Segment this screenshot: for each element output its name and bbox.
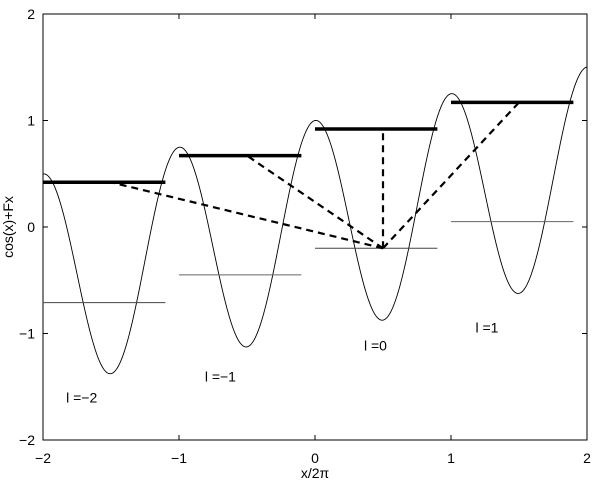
y-tick-label-2: 0: [27, 219, 35, 235]
y-axis-label: cos(x)+Fx: [0, 196, 16, 258]
x-tick-label-4: 2: [583, 450, 591, 466]
transition-line-0: [110, 181, 384, 250]
y-tick-label-0: −2: [19, 432, 35, 448]
level-annotation-1: l =−1: [205, 368, 236, 384]
transition-line-1: [246, 154, 384, 250]
transition-line-3: [382, 101, 520, 250]
x-tick-label-2: 0: [311, 450, 319, 466]
y-tick-label-4: 2: [27, 6, 35, 22]
level-annotation-0: l =−2: [66, 390, 97, 406]
x-tick-label-1: −1: [171, 450, 187, 466]
level-annotation-2: l =0: [364, 338, 387, 354]
plot-frame: [42, 13, 588, 441]
x-tick-label-0: −2: [35, 450, 51, 466]
series-line: [42, 66, 588, 375]
y-tick-label-3: 1: [27, 113, 35, 129]
level-annotation-3: l =1: [475, 319, 498, 335]
y-tick-label-1: −1: [19, 326, 35, 342]
x-tick-label-3: 1: [447, 450, 455, 466]
x-axis-label: x/2π: [301, 465, 330, 481]
